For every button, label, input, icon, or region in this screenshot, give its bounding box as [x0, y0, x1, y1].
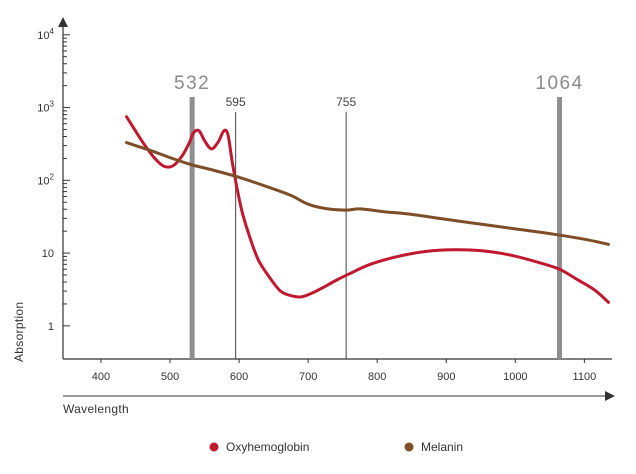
- marker-label-1064: 1064: [535, 73, 583, 94]
- y-tick-label: 103: [37, 100, 54, 115]
- x-tick-label: 600: [230, 371, 248, 383]
- y-tick-label: 1: [48, 321, 54, 333]
- y-tick-label: 10: [42, 248, 54, 260]
- wavelength-marker-labels: 532 595 755 1064: [174, 73, 583, 109]
- series-lines: [125, 115, 610, 304]
- x-tick-label: 800: [368, 371, 386, 383]
- marker-label-532: 532: [174, 73, 210, 94]
- x-tick-label: 1000: [503, 371, 527, 383]
- series-line-oxyhemoglobin: [125, 115, 610, 304]
- x-tick-label: 700: [299, 371, 317, 383]
- y-axis-title: Absorption: [12, 302, 26, 362]
- legend: Oxyhemoglobin Melanin: [209, 440, 463, 454]
- x-tick-labels: 400 500 600 700 800 900 1000 1100: [92, 359, 596, 383]
- legend-swatch-oxyhemoglobin: [209, 442, 219, 452]
- x-tick-label: 1100: [573, 371, 597, 383]
- legend-label-oxyhemoglobin: Oxyhemoglobin: [226, 440, 309, 454]
- y-tick-label: 104: [37, 27, 54, 42]
- x-axis-title: Wavelength: [63, 402, 129, 416]
- y-tick-labels: 1 10 102 103 104: [37, 27, 54, 333]
- marker-label-595: 595: [226, 95, 246, 109]
- legend-label-melanin: Melanin: [421, 440, 463, 454]
- x-tick-label: 400: [92, 371, 110, 383]
- y-minor-ticks: [63, 34, 70, 327]
- x-tick-label: 500: [161, 371, 179, 383]
- y-tick-label: 102: [37, 172, 54, 187]
- marker-label-755: 755: [336, 95, 356, 109]
- wavelength-markers: [189, 97, 563, 359]
- x-tick-label: 900: [437, 371, 455, 383]
- series-line-melanin: [125, 141, 610, 246]
- legend-swatch-melanin: [404, 442, 414, 452]
